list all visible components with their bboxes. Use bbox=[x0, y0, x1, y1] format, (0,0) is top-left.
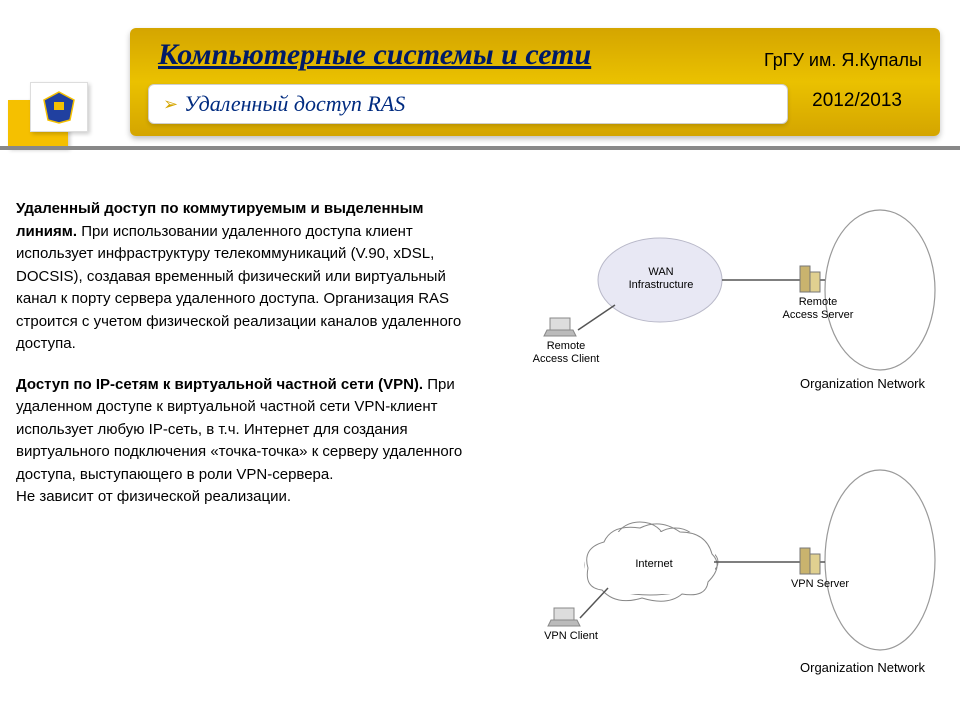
org-network-label-1: Organization Network bbox=[800, 376, 925, 391]
wan-label: WAN Infrastructure bbox=[624, 266, 698, 292]
header-university: ГрГУ им. Я.Купалы bbox=[764, 50, 922, 71]
org-network-label-2: Organization Network bbox=[800, 660, 925, 675]
bullet-icon: ➢ bbox=[163, 94, 178, 115]
shield-icon bbox=[42, 90, 76, 124]
paragraph-1: Удаленный доступ по коммутируемым и выде… bbox=[16, 198, 476, 356]
vpn-client-label: VPN Client bbox=[536, 630, 606, 643]
diagram-vpn-svg bbox=[500, 450, 940, 690]
subtitle-bar: ➢ Удаленный доступ RAS bbox=[148, 84, 788, 124]
subtitle-text: Удаленный доступ RAS bbox=[184, 91, 405, 117]
p2-bold: Доступ по IP-сетям к виртуальной частной… bbox=[16, 376, 423, 393]
p2-tail: Не зависит от физической реализации. bbox=[16, 488, 291, 505]
paragraph-2: Доступ по IP-сетям к виртуальной частной… bbox=[16, 374, 476, 509]
header-title: Компьютерные системы и сети bbox=[158, 38, 591, 72]
diagram-vpn: Internet VPN Client VPN Server Organizat… bbox=[500, 450, 940, 690]
header-year: 2012/2013 bbox=[812, 90, 902, 112]
body-text: Удаленный доступ по коммутируемым и выде… bbox=[16, 198, 476, 527]
divider-line bbox=[0, 146, 960, 150]
vpn-server-label: VPN Server bbox=[782, 578, 858, 591]
logo-front-square bbox=[30, 82, 88, 132]
diagram-ras: WAN Infrastructure Remote Access Client … bbox=[500, 200, 940, 400]
ras-server-label: Remote Access Server bbox=[778, 296, 858, 322]
p1-rest: При использовании удаленного доступа кли… bbox=[16, 223, 461, 353]
logo-block bbox=[8, 82, 118, 152]
internet-label: Internet bbox=[624, 558, 684, 571]
slide-header: Компьютерные системы и сети ГрГУ им. Я.К… bbox=[130, 28, 940, 136]
diagram-ras-svg bbox=[500, 200, 940, 400]
ras-client-label: Remote Access Client bbox=[526, 340, 606, 366]
